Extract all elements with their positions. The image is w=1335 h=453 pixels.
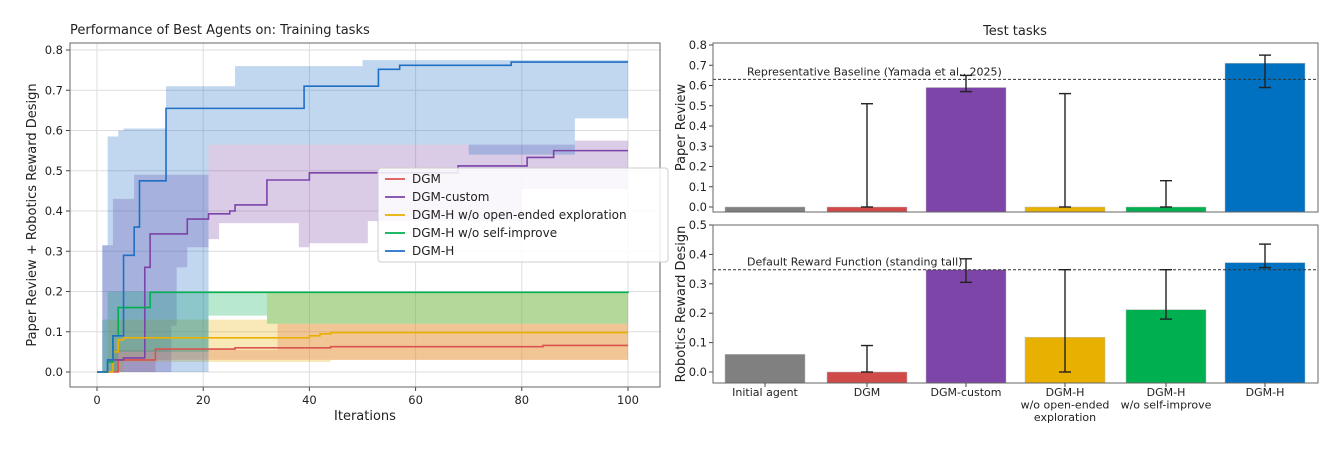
x-tick-label: Initial agent [732,386,798,399]
y-tick-label: 0.4 [45,204,63,218]
x-tick-label: 40 [302,393,317,407]
x-tick-label: DGM [854,386,881,399]
x-axis-label: Iterations [334,409,396,424]
y-tick-label: 0.8 [45,43,63,57]
y-tick-label: 0.6 [45,124,63,138]
y-tick-label: 0.7 [689,58,707,72]
x-tick-label: DGM-H [1147,386,1186,399]
chart-title: Performance of Best Agents on: Training … [70,23,370,38]
reference-line-label: Representative Baseline (Yamada et al., … [747,65,1002,78]
bar [925,269,1007,384]
bar [724,354,806,384]
y-tick-label: 0.3 [45,244,63,258]
x-tick-label: DGM-H [1046,386,1085,399]
y-tick-label: 0.4 [689,119,707,133]
series-line [97,149,628,373]
reference-line-label: Default Reward Function (standing tall) [747,256,962,269]
confidence-band [97,323,628,372]
training-chart: 0 20 40 60 80 100 0.0 0.1 0.2 0.3 0.4 0.5 0.6 0.7 0.8 P… [25,23,669,424]
x-tick-label: exploration [1034,411,1096,424]
x-tick-label: 60 [408,393,423,407]
legend-label: DGM-custom [412,190,489,204]
y-tick-label: 0.0 [45,365,63,379]
x-tick-label: DGM-custom [931,386,1002,399]
series-line [97,61,628,373]
confidence-band [97,60,628,372]
legend-label: DGM-H w/o self-improve [412,226,557,240]
robotics-reward-chart: 0.0 0.1 0.2 0.3 0.4 0.5 Default Reward Functio… [674,218,1319,384]
legend-box [377,167,669,263]
bar [826,206,908,213]
bar [925,87,1007,213]
plot-frame [712,224,1319,384]
legend-label: DGM-H [412,244,454,258]
bar [1224,262,1306,384]
bar [1125,309,1207,384]
x-tick-label: DGM-H [1246,386,1285,399]
legend-label: DGM-H w/o open-ended exploration [412,208,627,222]
legend-label: DGM [412,172,441,186]
y-axis-label: Paper Review [674,83,689,171]
plot-area [713,43,1318,212]
bar [724,206,806,213]
x-tick-label: 20 [196,393,211,407]
y-axis-label: Robotics Reward Design [674,226,689,383]
series-line [97,331,628,373]
x-tick-label: w/o open-ended [1021,399,1110,412]
y-tick-label: 0.5 [45,164,63,178]
y-tick-label: 0.3 [689,277,707,291]
y-tick-label: 0.0 [689,200,707,214]
y-tick-label: 0.7 [45,83,63,97]
bar [1024,206,1106,213]
y-tick-label: 0.3 [689,139,707,153]
y-tick-label: 0.4 [689,247,707,261]
y-tick-label: 0.0 [689,365,707,379]
confidence-band [97,291,628,372]
x-tick-label: 80 [514,393,529,407]
x-tick-label: 0 [93,393,100,407]
x-tick-label: 100 [617,393,639,407]
y-tick-label: 0.2 [45,285,63,299]
series-line [97,344,628,373]
bar [1125,206,1207,213]
plot-area [713,225,1318,383]
bar [826,371,908,384]
y-tick-label: 0.6 [689,79,707,93]
chart-title: Test tasks [982,24,1047,39]
y-tick-label: 0.1 [689,336,707,350]
y-axis-label: Paper Review + Robotics Reward Design [25,83,40,346]
legend: DGM DGM-custom DGM-H w/o open-ended explor… [377,167,669,263]
y-tick-label: 0.2 [689,306,707,320]
confidence-band [97,291,628,372]
plot-frame [712,42,1319,213]
y-tick-label: 0.1 [45,325,63,339]
y-tick-label: 0.5 [689,218,707,232]
y-tick-label: 0.2 [689,160,707,174]
x-tick-label: w/o self-improve [1121,399,1212,412]
y-tick-label: 0.5 [689,99,707,113]
y-tick-label: 0.1 [689,180,707,194]
y-tick-label: 0.8 [689,38,707,52]
paper-review-chart: 0.0 0.1 0.2 0.3 0.4 0.5 0.6 0.7 0.8 Representativ… [674,38,1319,214]
